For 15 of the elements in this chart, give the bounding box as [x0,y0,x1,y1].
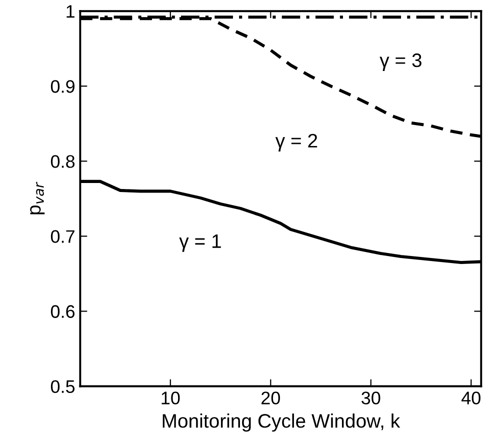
y-tick-label: 1 [66,5,74,18]
x-axis-title: Monitoring Cycle Window, k [162,414,400,432]
y-tick-label: 0.5 [50,380,75,393]
x-tick-label: 40 [461,392,480,404]
series-label: γ = 3 [380,53,422,72]
text: γ = 2 [275,134,318,152]
y-axis-title: p$_{var}$ [30,182,45,214]
x-tick-label: 10 [162,392,180,404]
y-tick-label: 0.6 [50,305,75,318]
series-label: γ = 1 [179,234,221,252]
y-tick-label: 0.7 [50,230,74,243]
x-tick-label: 30 [362,392,380,404]
y-tick-label: 0.8 [50,155,75,168]
x-tick-label: 20 [262,392,280,404]
y-tick-label: 0.9 [50,80,74,93]
